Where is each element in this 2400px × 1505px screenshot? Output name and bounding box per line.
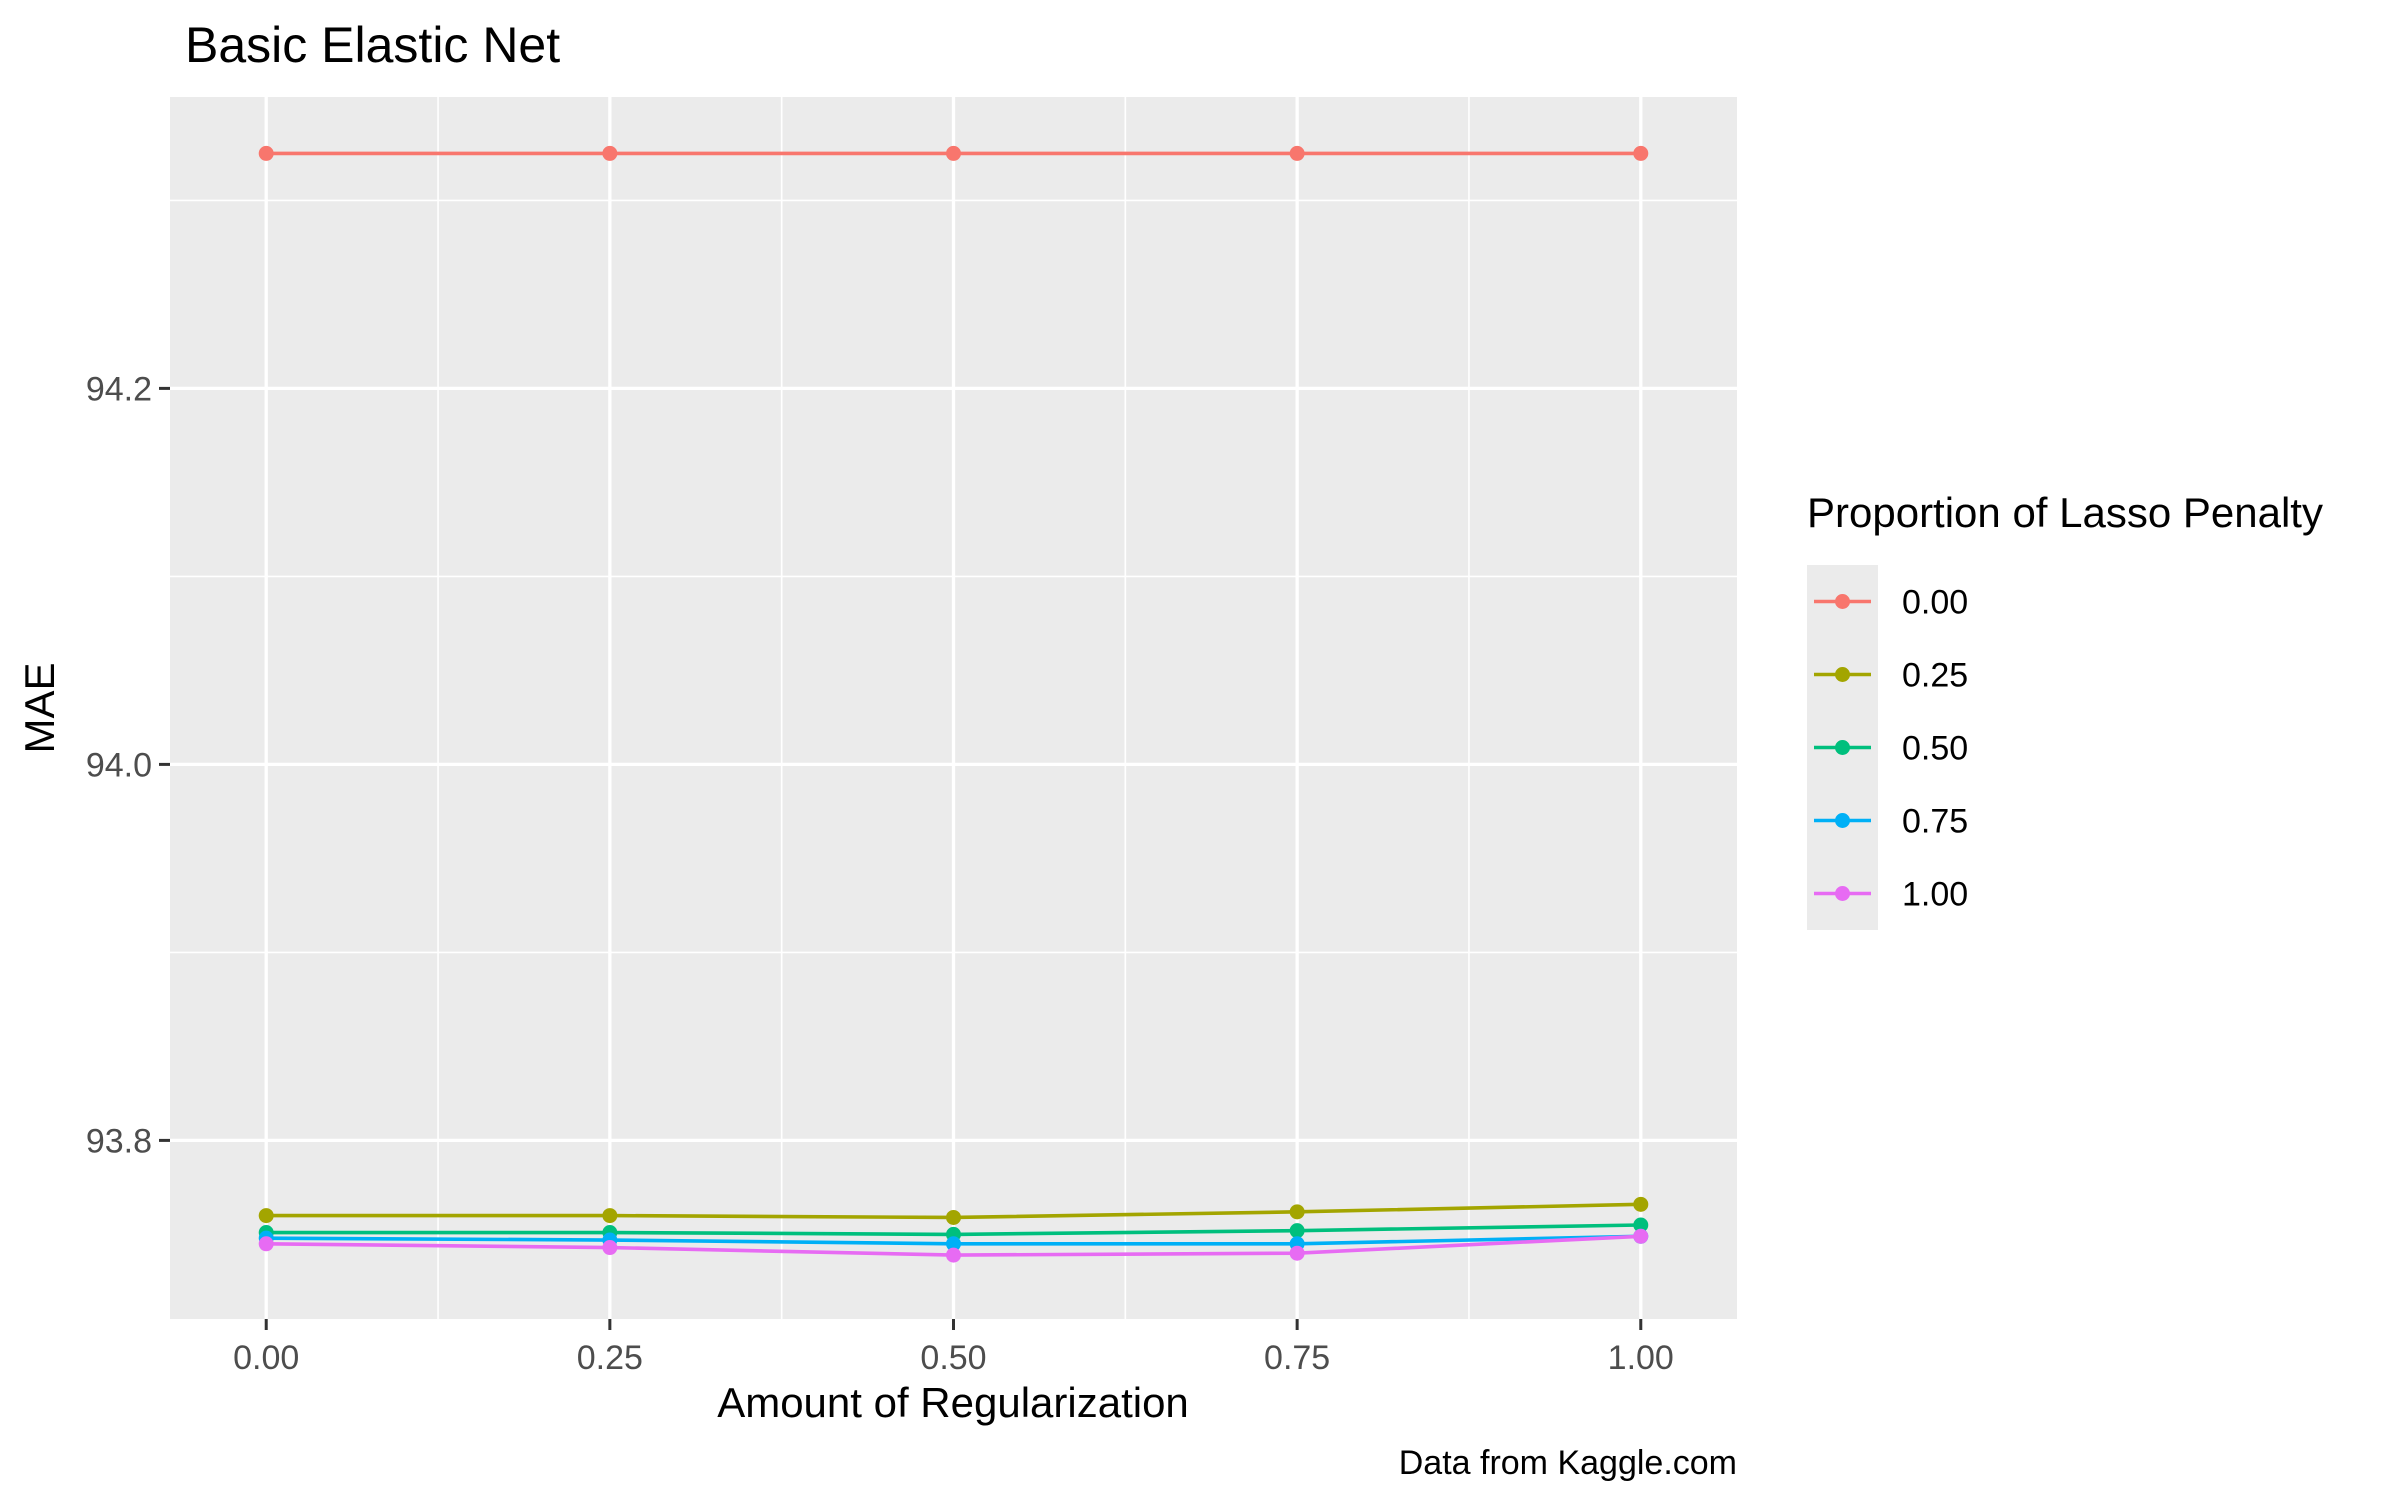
legend-key-point — [1835, 667, 1850, 682]
data-point — [602, 1240, 618, 1256]
legend-item-0.75: 0.75 — [1807, 784, 1968, 857]
series-1.00 — [258, 1228, 1649, 1263]
axis-layer: 0.00 0.25 0.50 0.75 1.00 93.8 94.0 94.2 — [86, 370, 1674, 1377]
legend-item-1.00: 1.00 — [1807, 857, 1968, 930]
y-tick-label: 94.0 — [86, 746, 152, 784]
legend-label: 0.75 — [1902, 803, 1968, 841]
legend-item-0.00: 0.00 — [1807, 565, 1968, 638]
series-0.00 — [258, 145, 1649, 161]
legend-key-point — [1835, 740, 1850, 755]
data-point — [946, 1236, 961, 1252]
data-point — [946, 145, 961, 161]
legend-keys: 0.00 0.25 0.50 0.75 1.00 — [1807, 565, 1968, 930]
data-point — [1289, 145, 1305, 161]
chart-title: Basic Elastic Net — [185, 17, 560, 73]
x-tick-label: 0.25 — [577, 1339, 643, 1377]
data-point — [1633, 1217, 1649, 1233]
legend-label: 0.00 — [1902, 584, 1968, 622]
legend-item-0.50: 0.50 — [1807, 711, 1968, 784]
data-point — [1633, 1196, 1649, 1212]
data-point — [258, 1208, 274, 1224]
x-tick-label: 0.50 — [920, 1339, 986, 1377]
y-tick-label: 94.2 — [86, 370, 152, 408]
series-0.25 — [258, 1196, 1649, 1225]
data-point — [258, 145, 274, 161]
x-axis-title: Amount of Regularization — [717, 1379, 1189, 1426]
legend-title: Proportion of Lasso Penalty — [1807, 489, 2323, 536]
legend-key-point — [1835, 886, 1850, 901]
data-point — [258, 1236, 274, 1252]
data-point — [1289, 1223, 1305, 1239]
legend-label: 0.25 — [1902, 657, 1968, 695]
legend-label: 1.00 — [1902, 876, 1968, 914]
data-point — [946, 1247, 961, 1263]
data-point — [602, 1208, 618, 1224]
data-point — [1633, 145, 1649, 161]
legend-item-0.25: 0.25 — [1807, 638, 1968, 711]
data-point — [1289, 1204, 1305, 1220]
legend-label: 0.50 — [1902, 730, 1968, 768]
x-tick-label: 0.00 — [233, 1339, 299, 1377]
legend-key-point — [1835, 594, 1850, 609]
legend-key-point — [1835, 813, 1850, 828]
legend: Proportion of Lasso Penalty 0.00 0.25 0.50… — [1807, 489, 2323, 930]
data-point — [1289, 1245, 1305, 1261]
data-point — [602, 145, 618, 161]
grid-layer — [170, 97, 1737, 1319]
y-axis-title: MAE — [16, 662, 63, 753]
data-point — [946, 1209, 961, 1225]
x-tick-label: 0.75 — [1264, 1339, 1330, 1377]
chart-caption: Data from Kaggle.com — [1399, 1444, 1737, 1482]
series-layer — [258, 145, 1649, 1263]
y-tick-label: 93.8 — [86, 1122, 152, 1160]
data-point — [1633, 1228, 1649, 1244]
x-tick-label: 1.00 — [1608, 1339, 1674, 1377]
